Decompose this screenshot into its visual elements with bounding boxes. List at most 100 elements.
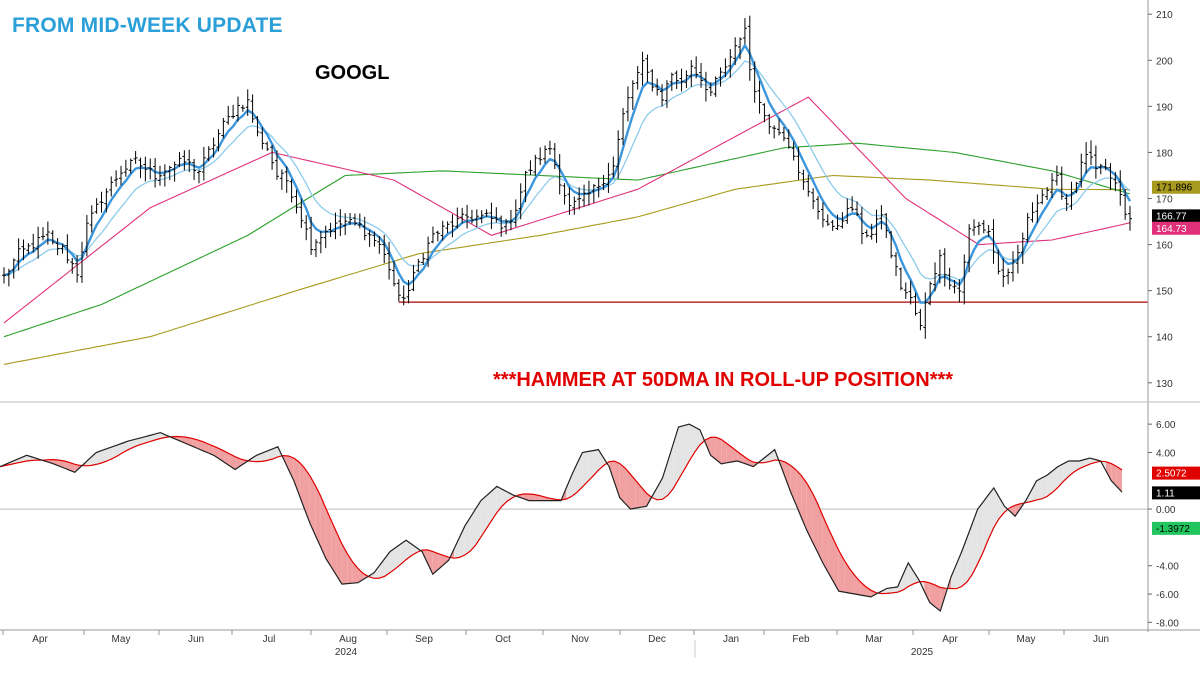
ohlc-bar xyxy=(123,159,128,177)
ohlc-bar xyxy=(104,188,109,213)
osc-fill-down xyxy=(833,539,839,592)
ohlc-bar xyxy=(60,244,65,254)
osc-fill-down xyxy=(432,551,439,575)
ohlc-bar xyxy=(699,63,704,88)
osc-ytick-label: 4.00 xyxy=(1156,448,1176,459)
osc-ytick-label: -8.00 xyxy=(1156,618,1179,629)
ohlc-bar xyxy=(767,113,772,135)
ohlc-bar xyxy=(255,116,260,137)
ohlc-bar xyxy=(859,206,864,245)
osc-fill-up xyxy=(470,509,476,552)
osc-badge-text: -1.3972 xyxy=(1156,524,1190,535)
ohlc-bar xyxy=(1064,193,1069,211)
x-month-label: Sep xyxy=(415,634,433,645)
osc-fill-up xyxy=(122,441,129,453)
ohlc-bar xyxy=(469,209,474,224)
ohlc-bar xyxy=(1035,194,1040,223)
ohlc-bar xyxy=(1011,251,1016,282)
ohlc-bar xyxy=(616,130,621,179)
ohlc-bar xyxy=(918,309,923,331)
ohlc-bar xyxy=(733,37,738,65)
axes: 130 140 150 160 170 180 190 200 210 6.00 4.00 0.00 -… xyxy=(0,0,1200,658)
osc-fill-up xyxy=(480,495,487,538)
ohlc-bar xyxy=(70,257,75,274)
osc-fill-down xyxy=(64,461,70,471)
osc-ytick-label: 6.00 xyxy=(1156,420,1176,431)
ohlc-bar xyxy=(143,156,148,182)
ohlc-bar xyxy=(606,162,611,193)
osc-fill-up xyxy=(577,452,583,493)
osc-fill-down xyxy=(870,590,877,597)
osc-fill-up xyxy=(1041,475,1048,499)
ohlc-bar xyxy=(664,80,669,108)
osc-fill-up xyxy=(454,537,460,559)
osc-fill-down xyxy=(1009,505,1016,517)
ohlc-bar xyxy=(235,96,240,122)
ohlc-bar xyxy=(65,234,70,264)
osc-fill-up xyxy=(406,540,412,560)
page-title: FROM MID-WEEK UPDATE xyxy=(12,14,283,37)
osc-fill-down xyxy=(197,439,203,451)
osc-fill-down xyxy=(341,543,348,585)
osc-fill-up xyxy=(379,558,385,579)
ohlc-bar xyxy=(494,207,499,223)
moving-averages xyxy=(3,42,1148,365)
osc-fill-down xyxy=(53,459,59,466)
osc-fill-up xyxy=(1057,463,1064,488)
osc-fill-up xyxy=(390,547,396,573)
osc-fill-up xyxy=(892,586,898,593)
ohlc-bar xyxy=(762,103,767,123)
ohlc-bar xyxy=(279,169,284,190)
ohlc-bar xyxy=(460,207,465,224)
ohlc-bar xyxy=(1006,268,1011,285)
x-month-label: Dec xyxy=(648,634,666,645)
ohlc-bar xyxy=(55,238,60,256)
ohlc-bar xyxy=(499,215,504,237)
osc-fill-up xyxy=(1047,470,1053,497)
osc-fill-up xyxy=(459,526,465,558)
price-ytick-label: 140 xyxy=(1156,333,1173,344)
x-month-label: Jun xyxy=(188,634,204,645)
ohlc-bar xyxy=(518,183,523,220)
osc-fill-down xyxy=(844,560,850,594)
ohlc-bar xyxy=(177,152,182,168)
ohlc-bar xyxy=(416,258,421,273)
ohlc-bar xyxy=(75,255,80,283)
ohlc-bar xyxy=(1059,166,1064,200)
ohlc-bar xyxy=(655,78,660,96)
ohlc-bar xyxy=(538,147,543,166)
ohlc-bar xyxy=(479,210,484,224)
ohlc-bar xyxy=(874,209,879,244)
price-label-badge xyxy=(1152,180,1200,194)
ohlc-bar xyxy=(338,209,343,237)
ohlc-bar xyxy=(406,280,411,304)
ohlc-bar xyxy=(601,174,606,191)
ohlc-bar xyxy=(967,224,972,273)
ma-200-line xyxy=(3,174,1130,365)
ohlc-bar xyxy=(923,292,928,339)
osc-fill-down xyxy=(1015,503,1021,517)
osc-fill-down xyxy=(534,494,540,501)
ohlc-bar xyxy=(635,66,640,90)
ohlc-bar xyxy=(630,80,635,110)
osc-fill-down xyxy=(924,581,930,603)
ohlc-bar xyxy=(1030,202,1035,223)
ohlc-bar xyxy=(786,129,791,149)
ohlc-bar xyxy=(21,239,26,261)
ohlc-bar xyxy=(450,214,455,238)
ohlc-bar xyxy=(679,68,684,92)
osc-fill-up xyxy=(400,540,407,565)
ohlc-bar xyxy=(250,94,255,123)
ohlc-bar xyxy=(382,234,387,264)
ohlc-bar xyxy=(845,198,850,224)
ohlc-bar xyxy=(162,164,167,187)
osc-fill-down xyxy=(806,483,813,542)
osc-fill-down xyxy=(929,582,935,607)
ohlc-bar xyxy=(650,69,655,92)
osc-fill-up xyxy=(144,435,150,444)
ohlc-bar xyxy=(855,201,860,217)
ohlc-bar xyxy=(309,216,314,255)
ohlc-bar xyxy=(777,118,782,136)
ohlc-bar xyxy=(611,156,616,178)
osc-badge-text: 2.5072 xyxy=(1156,469,1187,480)
